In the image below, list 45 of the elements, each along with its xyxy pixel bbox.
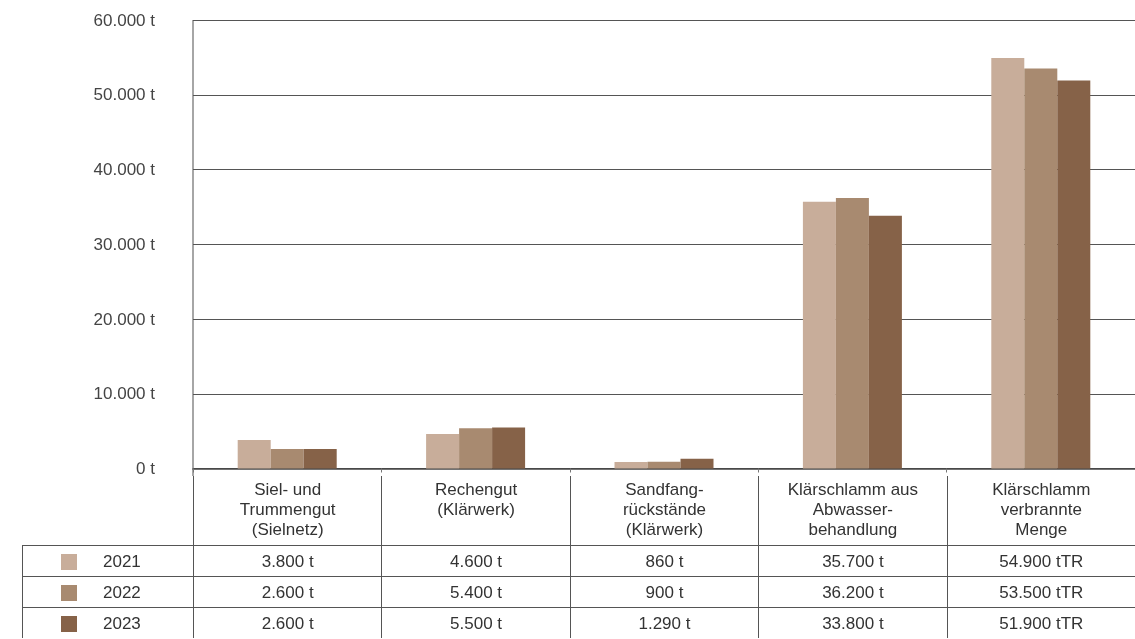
data-label: 51.900 tTR <box>946 607 1135 638</box>
data-label: 5.400 t <box>381 576 570 607</box>
y-tick-label: 10.000 t <box>93 384 156 404</box>
bar <box>991 58 1025 469</box>
bar <box>459 428 493 469</box>
data-label: 36.200 t <box>758 576 947 607</box>
bar <box>835 197 869 469</box>
y-tick-label: 40.000 t <box>93 160 156 179</box>
data-label: 2.600 t <box>193 607 382 638</box>
bar <box>426 434 460 469</box>
x-tick-label: Klärschlamm aus Abwasser- behandlung <box>758 476 947 545</box>
y-tick-label: 20.000 t <box>93 309 156 329</box>
data-label: 5.500 t <box>381 607 570 638</box>
data-label: 33.800 t <box>758 607 947 638</box>
legend-label: 2021 <box>103 551 141 573</box>
x-tick-label: Sandfang- rückstände (Klärwerk) <box>569 476 759 545</box>
data-label: 860 t <box>569 545 759 576</box>
legend-label: 2022 <box>103 582 141 604</box>
data-label: 35.700 t <box>758 545 947 576</box>
legend-label: 2023 <box>103 613 141 635</box>
bar <box>614 462 648 469</box>
y-tick-label: 0 t <box>136 459 156 478</box>
data-label: 3.800 t <box>193 545 382 576</box>
data-label: 4.600 t <box>381 545 570 576</box>
bar <box>680 458 714 469</box>
bar <box>237 440 271 469</box>
bar <box>270 449 304 469</box>
x-tick-label: Rechengut (Klärwerk) <box>381 476 570 545</box>
y-tick-label: 60.000 t <box>93 10 156 30</box>
bar <box>802 201 836 469</box>
bar <box>868 215 902 469</box>
data-label: 1.290 t <box>569 607 759 638</box>
bar <box>1024 68 1058 469</box>
data-label: 54.900 tTR <box>946 545 1135 576</box>
bar <box>303 449 337 469</box>
data-label: 53.500 tTR <box>946 576 1135 607</box>
data-label: 900 t <box>569 576 759 607</box>
y-tick-label: 30.000 t <box>93 234 156 254</box>
x-tick-label: Siel- und Trummengut (Sielnetz) <box>193 476 382 545</box>
bar <box>492 427 526 469</box>
bar <box>647 461 681 469</box>
y-tick-label: 50.000 t <box>93 85 156 105</box>
x-tick-label: Klärschlamm verbrannte Menge <box>946 476 1135 545</box>
bar <box>1057 80 1091 469</box>
data-label: 2.600 t <box>193 576 382 607</box>
